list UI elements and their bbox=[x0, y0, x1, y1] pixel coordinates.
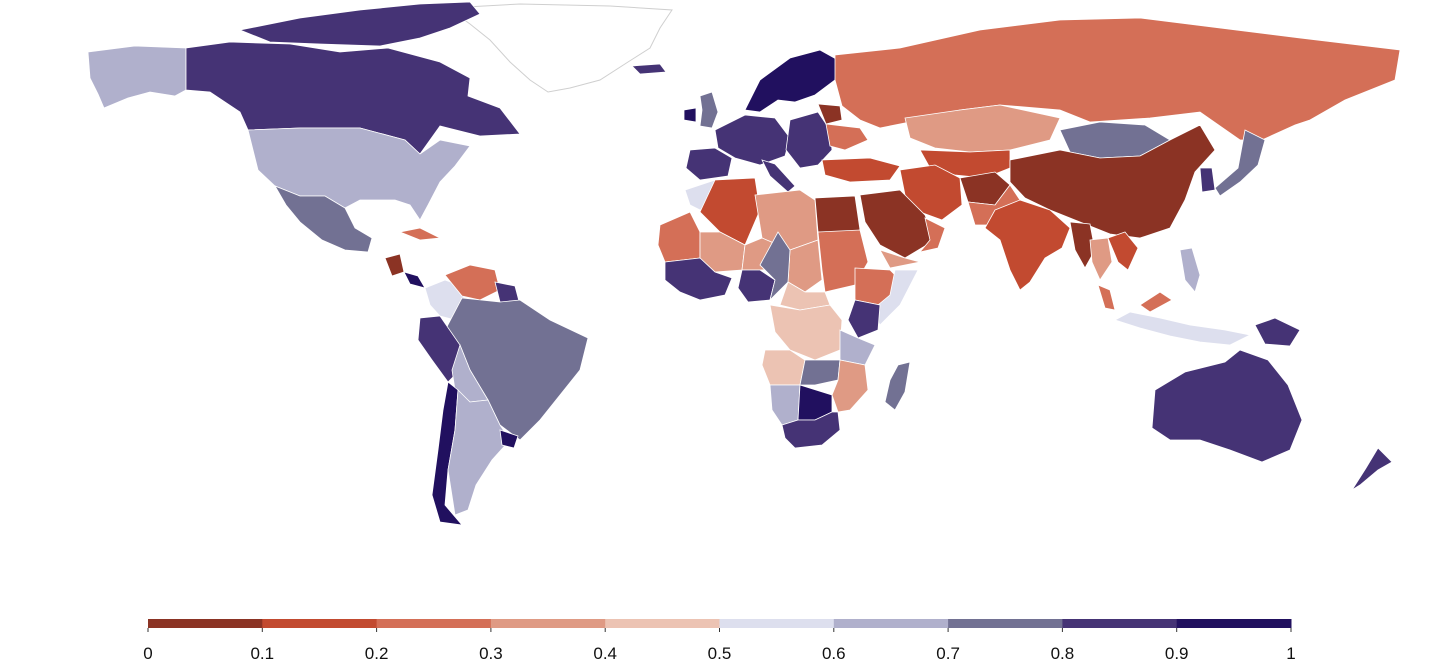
legend-swatch bbox=[148, 619, 263, 628]
region-philippines bbox=[1179, 247, 1201, 293]
region-kenya bbox=[847, 299, 881, 339]
region-japan bbox=[1214, 129, 1266, 197]
region-cuba bbox=[398, 227, 442, 241]
region-iceland bbox=[631, 63, 667, 75]
region-usa bbox=[247, 127, 471, 221]
legend-swatch bbox=[605, 619, 720, 628]
region-panama bbox=[403, 271, 426, 289]
region-myanmar bbox=[1069, 221, 1096, 269]
region-uk bbox=[699, 91, 719, 129]
region-zambia bbox=[799, 359, 841, 386]
region-mexico bbox=[274, 185, 373, 253]
region-egypt bbox=[814, 195, 861, 236]
region-yemen bbox=[879, 249, 921, 269]
region-cameroon bbox=[759, 231, 791, 302]
region-madagascar bbox=[884, 361, 911, 411]
region-india bbox=[984, 199, 1071, 291]
region-turkey bbox=[821, 157, 901, 183]
region-saudi-arabia bbox=[859, 189, 936, 259]
region-canada bbox=[185, 41, 521, 155]
region-west-africa bbox=[664, 257, 733, 301]
region-korea bbox=[1199, 167, 1216, 193]
legend-swatch bbox=[1176, 619, 1292, 628]
legend-tick-label: 0.6 bbox=[822, 644, 846, 663]
legend-swatch bbox=[719, 619, 835, 628]
legend-tick-label: 1 bbox=[1286, 644, 1295, 663]
region-namibia bbox=[769, 384, 801, 426]
legend-tick-label: 0 bbox=[143, 644, 152, 663]
region-south-africa bbox=[781, 411, 841, 449]
region-ireland bbox=[683, 107, 697, 123]
legend-swatch bbox=[376, 619, 492, 628]
world-choropleth-map bbox=[87, 1, 1401, 526]
region-australia bbox=[1151, 349, 1303, 463]
region-eastern-europe bbox=[785, 111, 833, 169]
region-belarus bbox=[817, 103, 843, 125]
region-somalia bbox=[871, 269, 919, 326]
region-thailand bbox=[1089, 237, 1113, 281]
legend-swatch bbox=[1062, 619, 1178, 628]
region-arctic-islands bbox=[238, 1, 481, 47]
legend-swatch bbox=[948, 619, 1063, 628]
legend-tick-label: 0.4 bbox=[593, 644, 617, 663]
region-vietnam bbox=[1107, 231, 1139, 271]
region-argentina bbox=[447, 389, 511, 516]
legend-swatch bbox=[490, 619, 606, 628]
legend-tick-label: 0.7 bbox=[936, 644, 960, 663]
legend-tick-label: 0.2 bbox=[365, 644, 389, 663]
legend-tick-label: 0.9 bbox=[1165, 644, 1189, 663]
legend-tick-label: 0.1 bbox=[250, 644, 274, 663]
region-oman bbox=[918, 217, 946, 253]
legend-tick-label: 0.5 bbox=[708, 644, 732, 663]
region-scandinavia bbox=[744, 49, 839, 113]
region-mozambique bbox=[831, 359, 869, 413]
region-spain bbox=[685, 147, 733, 181]
region-angola bbox=[761, 349, 806, 386]
region-kazakhstan bbox=[904, 104, 1061, 153]
region-ukraine bbox=[825, 123, 869, 151]
region-mauritania bbox=[657, 211, 701, 263]
region-western-europe bbox=[714, 114, 791, 166]
region-italy bbox=[761, 159, 796, 193]
region-greenland bbox=[446, 3, 673, 93]
region-uruguay bbox=[499, 429, 519, 449]
legend-tick-label: 0.8 bbox=[1051, 644, 1075, 663]
region-malaysia bbox=[1097, 284, 1173, 313]
region-new-zealand bbox=[1351, 447, 1393, 491]
region-papua-new-guinea bbox=[1254, 317, 1301, 347]
color-scale-legend: 0 0.1 0.2 0.3 0.4 0.5 0.6 0.7 0.8 0.9 1 bbox=[143, 619, 1296, 663]
region-alaska bbox=[87, 45, 187, 109]
region-tanzania bbox=[839, 329, 876, 366]
legend-tick-label: 0.3 bbox=[479, 644, 503, 663]
legend-swatch bbox=[262, 619, 378, 628]
region-nicaragua bbox=[384, 253, 405, 277]
legend-swatch bbox=[833, 619, 949, 628]
region-china bbox=[1009, 124, 1216, 239]
region-indonesia bbox=[1113, 311, 1252, 346]
